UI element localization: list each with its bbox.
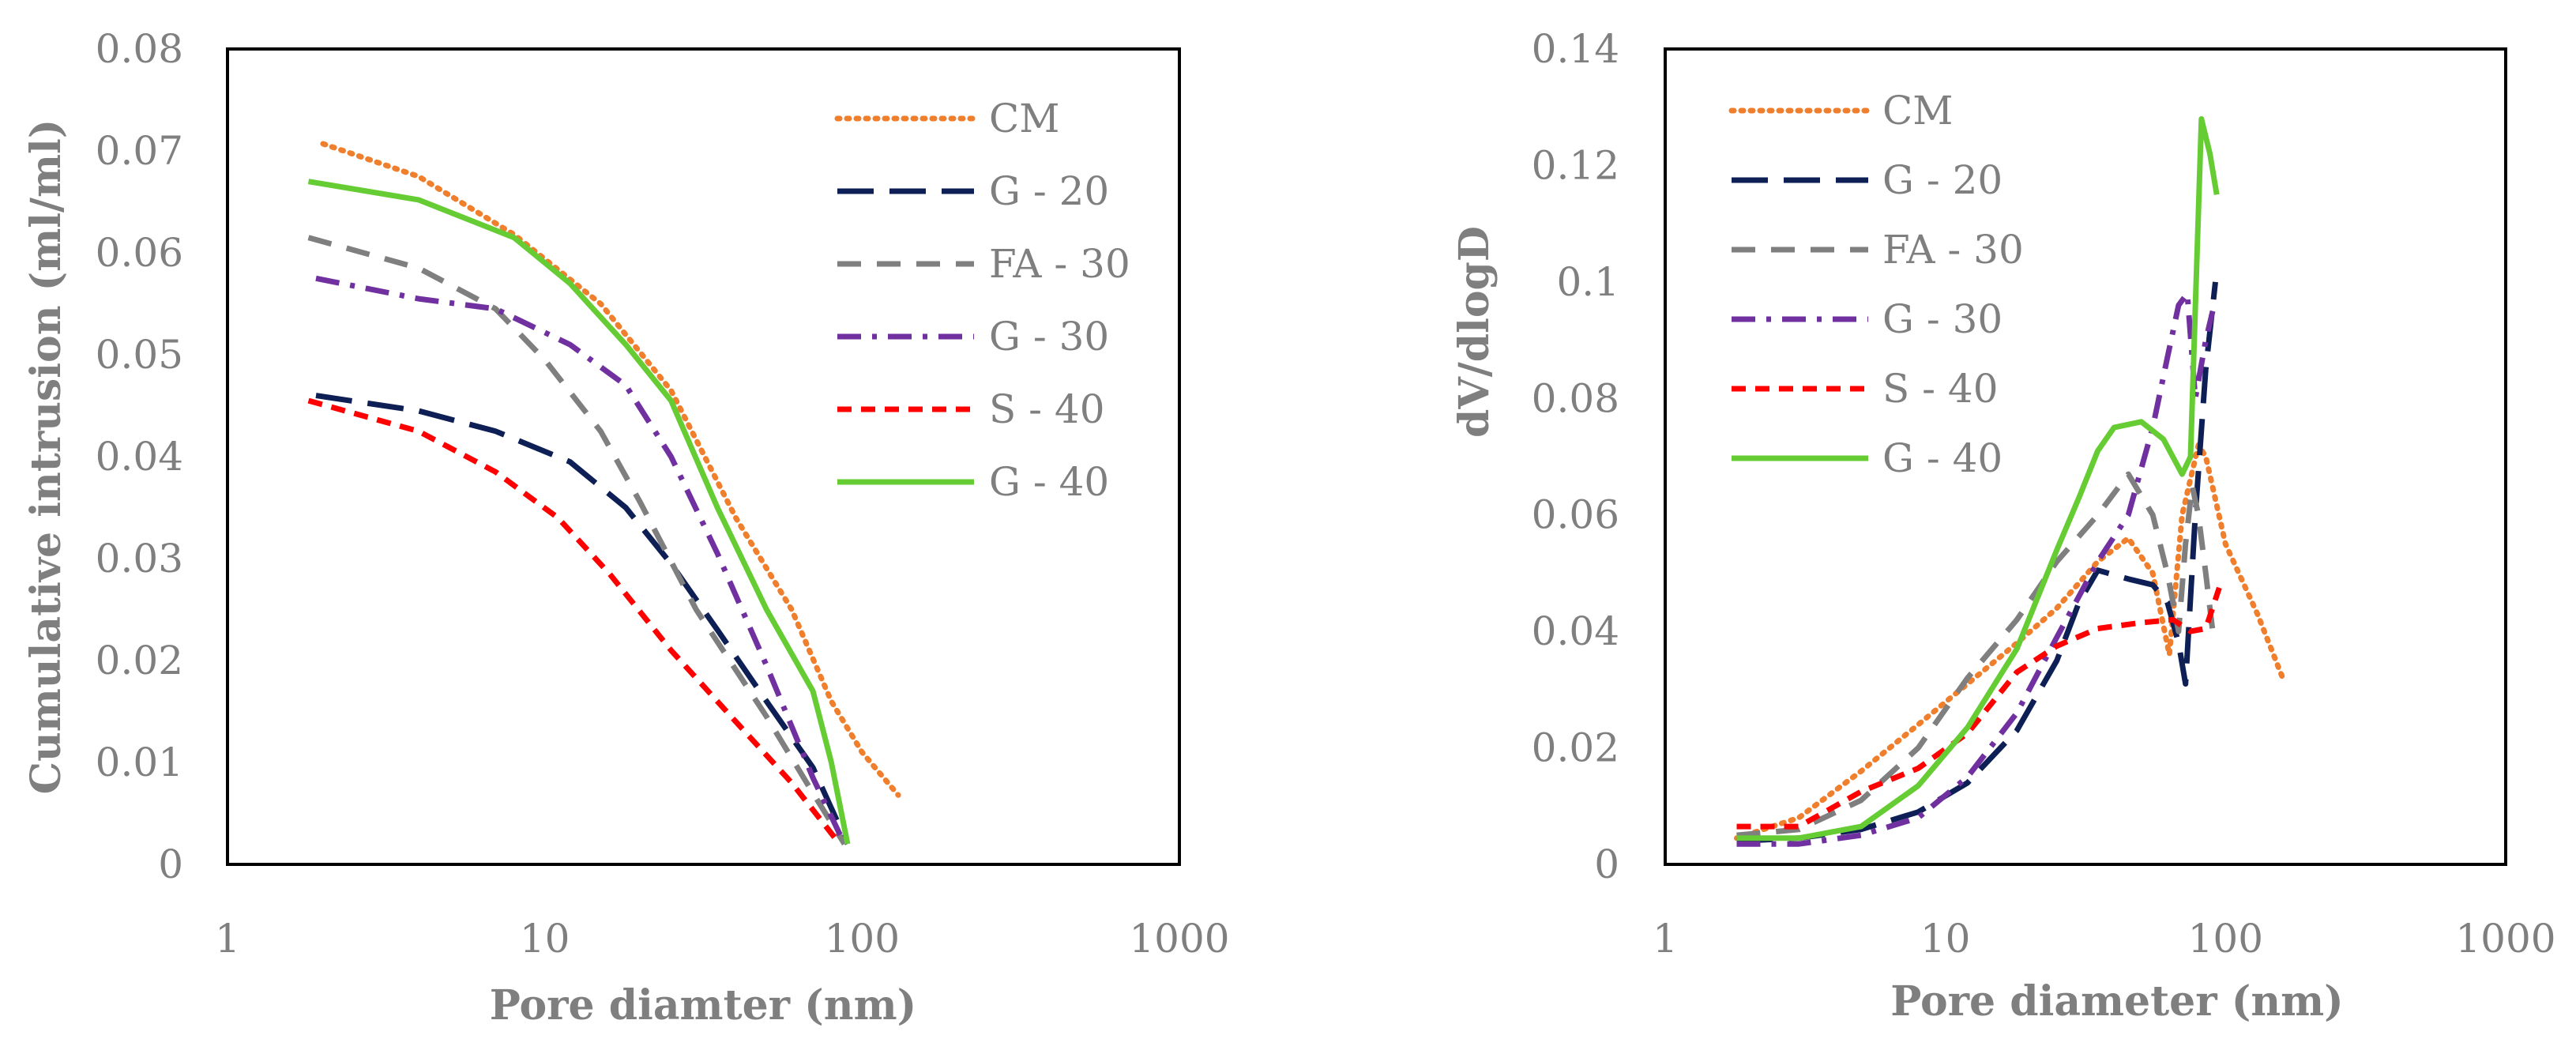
series-line-g-40 bbox=[307, 179, 851, 845]
x-tick-label: 1000 bbox=[1129, 916, 1229, 962]
series-line-s-40 bbox=[1736, 586, 2222, 830]
y-tick-label: 0.02 bbox=[1532, 725, 1619, 771]
legend: CM G - 20 FA - 30 G - 30 S - 40 G - 40 bbox=[1728, 88, 2024, 481]
y-tick-label: 0.01 bbox=[96, 740, 183, 785]
series-line-g-40 bbox=[1736, 116, 2220, 841]
series-line-g-30 bbox=[1736, 291, 2216, 847]
legend-label: G - 20 bbox=[1882, 157, 2003, 203]
y-tick-label: 0.06 bbox=[96, 230, 183, 276]
legend-label: FA - 30 bbox=[1882, 227, 2024, 273]
chart-2: 0 0.02 0.04 0.06 0.08 0.1 0.12 0.14 1 10 100 1000 Po… bbox=[1450, 26, 2556, 1026]
legend-label: FA - 30 bbox=[989, 241, 1130, 287]
legend-label: S - 40 bbox=[1882, 366, 1999, 412]
y-tick-label: 0.04 bbox=[96, 434, 183, 480]
series-line-cm bbox=[1734, 442, 2286, 841]
x-tick-label: 100 bbox=[825, 916, 900, 962]
legend-label: G - 40 bbox=[989, 459, 1109, 505]
legend-label: G - 40 bbox=[1882, 435, 2003, 481]
series-line-fa-30 bbox=[307, 235, 847, 846]
legend-label: S - 40 bbox=[989, 386, 1105, 432]
plot-frame bbox=[1664, 47, 2507, 866]
y-tick-label: 0.07 bbox=[96, 128, 183, 174]
legend-label: G - 30 bbox=[1882, 296, 2003, 342]
y-tick-label: 0.08 bbox=[96, 26, 183, 72]
y-axis-title: Cumulative intrusion (ml/ml) bbox=[22, 119, 70, 795]
y-tick-label: 0 bbox=[158, 841, 183, 887]
y-tick-label: 0 bbox=[1594, 841, 1619, 887]
y-tick-label: 0.02 bbox=[96, 638, 183, 683]
y-tick-label: 0.06 bbox=[1532, 492, 1619, 538]
plot-frame bbox=[226, 47, 1181, 866]
legend-label: G - 20 bbox=[989, 168, 1109, 214]
x-axis-title: Pore diameter (nm) bbox=[1890, 977, 2344, 1026]
x-axis-title: Pore diamter (nm) bbox=[490, 981, 916, 1030]
series-line-g-30 bbox=[315, 275, 848, 845]
y-tick-label: 0.08 bbox=[1532, 375, 1619, 421]
y-axis-title: dV/dlogD bbox=[1450, 226, 1499, 438]
series-line-fa-30 bbox=[1736, 471, 2216, 838]
legend: CM G - 20 FA - 30 G - 30 S - 40 G - 40 bbox=[834, 96, 1130, 505]
y-tick-label: 0.12 bbox=[1532, 142, 1619, 188]
series-line-cm bbox=[320, 141, 901, 798]
x-tick-label: 10 bbox=[520, 916, 570, 962]
y-tick-label: 0.1 bbox=[1556, 259, 1619, 305]
x-tick-label: 1000 bbox=[2455, 916, 2555, 962]
y-tick-label: 0.05 bbox=[96, 332, 183, 378]
legend-label: CM bbox=[989, 96, 1059, 141]
x-tick-label: 10 bbox=[1920, 916, 1971, 962]
x-tick-label: 1 bbox=[215, 916, 240, 962]
chart-1: 0 0.01 0.02 0.03 0.04 0.05 0.06 0.07 0.08 1 10 100 1… bbox=[22, 26, 1230, 1030]
y-tick-label: 0.14 bbox=[1532, 26, 1619, 72]
series-line-g-20 bbox=[1736, 281, 2218, 844]
series-line-s-40 bbox=[307, 397, 842, 846]
x-tick-label: 100 bbox=[2188, 916, 2263, 962]
y-tick-label: 0.03 bbox=[96, 536, 183, 582]
legend-label: G - 30 bbox=[989, 314, 1109, 359]
legend-label: CM bbox=[1882, 88, 1953, 134]
y-tick-label: 0.04 bbox=[1532, 608, 1619, 654]
series-line-g-20 bbox=[315, 393, 851, 845]
x-tick-label: 1 bbox=[1653, 916, 1678, 962]
